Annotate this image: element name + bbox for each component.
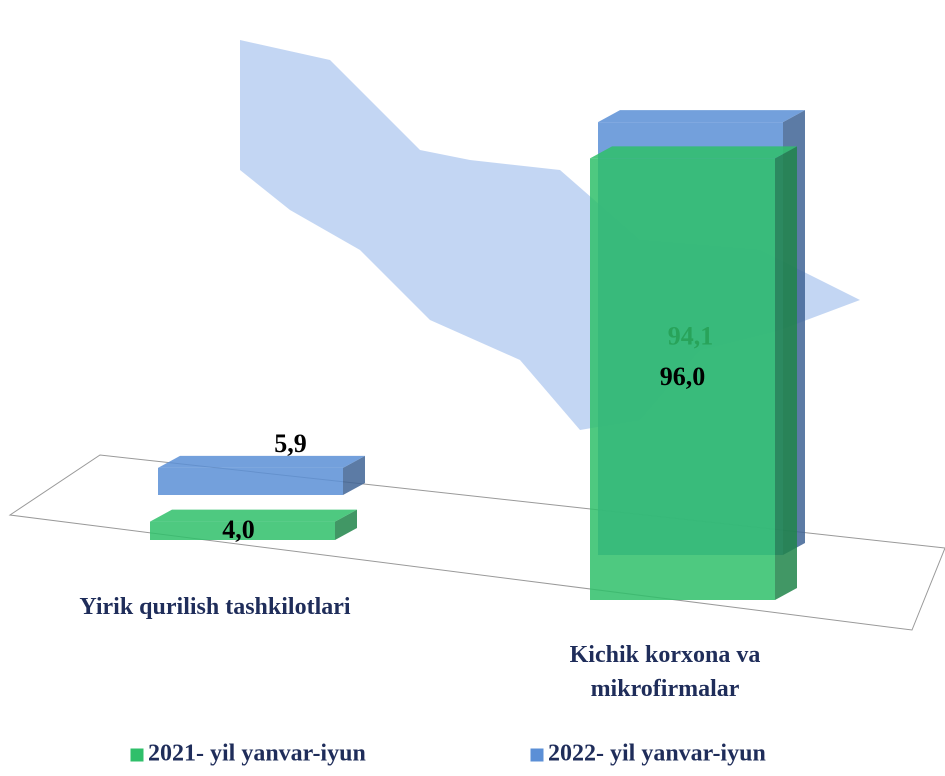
legend-swatch xyxy=(529,747,545,763)
legend-label: 2021- yil yanvar-iyun xyxy=(148,741,366,767)
bar-side xyxy=(343,455,365,495)
value-label: 5,9 xyxy=(274,429,307,458)
bar-top xyxy=(158,455,365,468)
bar xyxy=(590,158,775,600)
bar xyxy=(150,521,335,540)
legend-swatch xyxy=(129,747,145,763)
value-label: 4,0 xyxy=(222,515,255,544)
bar-top xyxy=(598,110,805,123)
bar xyxy=(158,467,343,495)
category-label: Kichik korxona va mikrofirmalar xyxy=(569,642,761,702)
bar-top xyxy=(150,509,357,522)
legend-label: 2022- yil yanvar-iyun xyxy=(548,741,766,767)
category-label: Yirik qurilish tashkilotlari xyxy=(79,594,351,620)
value-label: 96,0 xyxy=(660,362,706,391)
bar-side xyxy=(335,509,357,540)
bar-top xyxy=(590,146,797,159)
bar-side xyxy=(775,146,797,600)
